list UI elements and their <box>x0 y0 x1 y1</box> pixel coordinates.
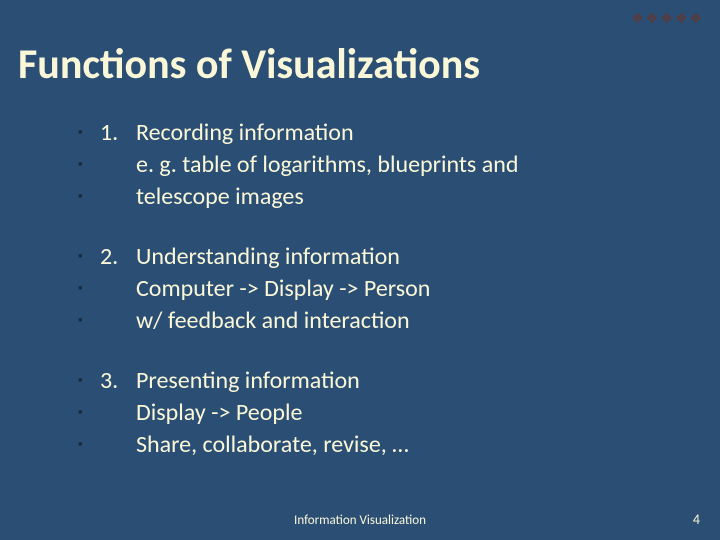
list-row: ▪2.Understanding information <box>78 242 680 272</box>
list-text: Share, collaborate, revise, … <box>136 430 680 460</box>
list-text: w/ feedback and interaction <box>136 306 680 336</box>
list-group: ▪2.Understanding information▪Computer ->… <box>78 242 680 336</box>
list-text: Computer -> Display -> Person <box>136 274 680 304</box>
list-row: ▪ Computer -> Display -> Person <box>78 274 680 304</box>
corner-decoration: ❖❖❖❖❖ <box>631 10 704 27</box>
list-group: ▪1.Recording information▪e. g. table of … <box>78 118 680 212</box>
list-row: ▪ e. g. table of logarithms, blueprints a… <box>78 150 680 180</box>
list-text: Understanding information <box>136 242 680 272</box>
list-group: ▪3.Presenting information▪Display -> Peo… <box>78 366 680 460</box>
slide-body: ▪1.Recording information▪e. g. table of … <box>0 88 720 460</box>
bullet-icon: ▪ <box>78 430 100 453</box>
page-number: 4 <box>693 511 700 528</box>
list-row: ▪ Display -> People <box>78 398 680 428</box>
footer-label: Information Visualization <box>0 513 720 528</box>
list-text: Display -> People <box>136 398 680 428</box>
list-row: ▪1.Recording information <box>78 118 680 148</box>
bullet-icon: ▪ <box>78 150 100 173</box>
list-row: ▪ Share, collaborate, revise, … <box>78 430 680 460</box>
bullet-icon: ▪ <box>78 118 100 141</box>
list-text: e. g. table of logarithms, blueprints an… <box>136 150 680 180</box>
list-text: Recording information <box>136 118 680 148</box>
list-row: ▪3.Presenting information <box>78 366 680 396</box>
slide-title: Functions of Visualizations <box>0 0 720 88</box>
bullet-icon: ▪ <box>78 366 100 389</box>
bullet-icon: ▪ <box>78 182 100 205</box>
list-text: Presenting information <box>136 366 680 396</box>
bullet-icon: ▪ <box>78 274 100 297</box>
list-number: 1. <box>100 118 136 148</box>
list-row: ▪ w/ feedback and interaction <box>78 306 680 336</box>
list-number: 2. <box>100 242 136 272</box>
list-text: telescope images <box>136 182 680 212</box>
list-row: ▪ telescope images <box>78 182 680 212</box>
bullet-icon: ▪ <box>78 398 100 421</box>
bullet-icon: ▪ <box>78 306 100 329</box>
bullet-icon: ▪ <box>78 242 100 265</box>
list-number: 3. <box>100 366 136 396</box>
